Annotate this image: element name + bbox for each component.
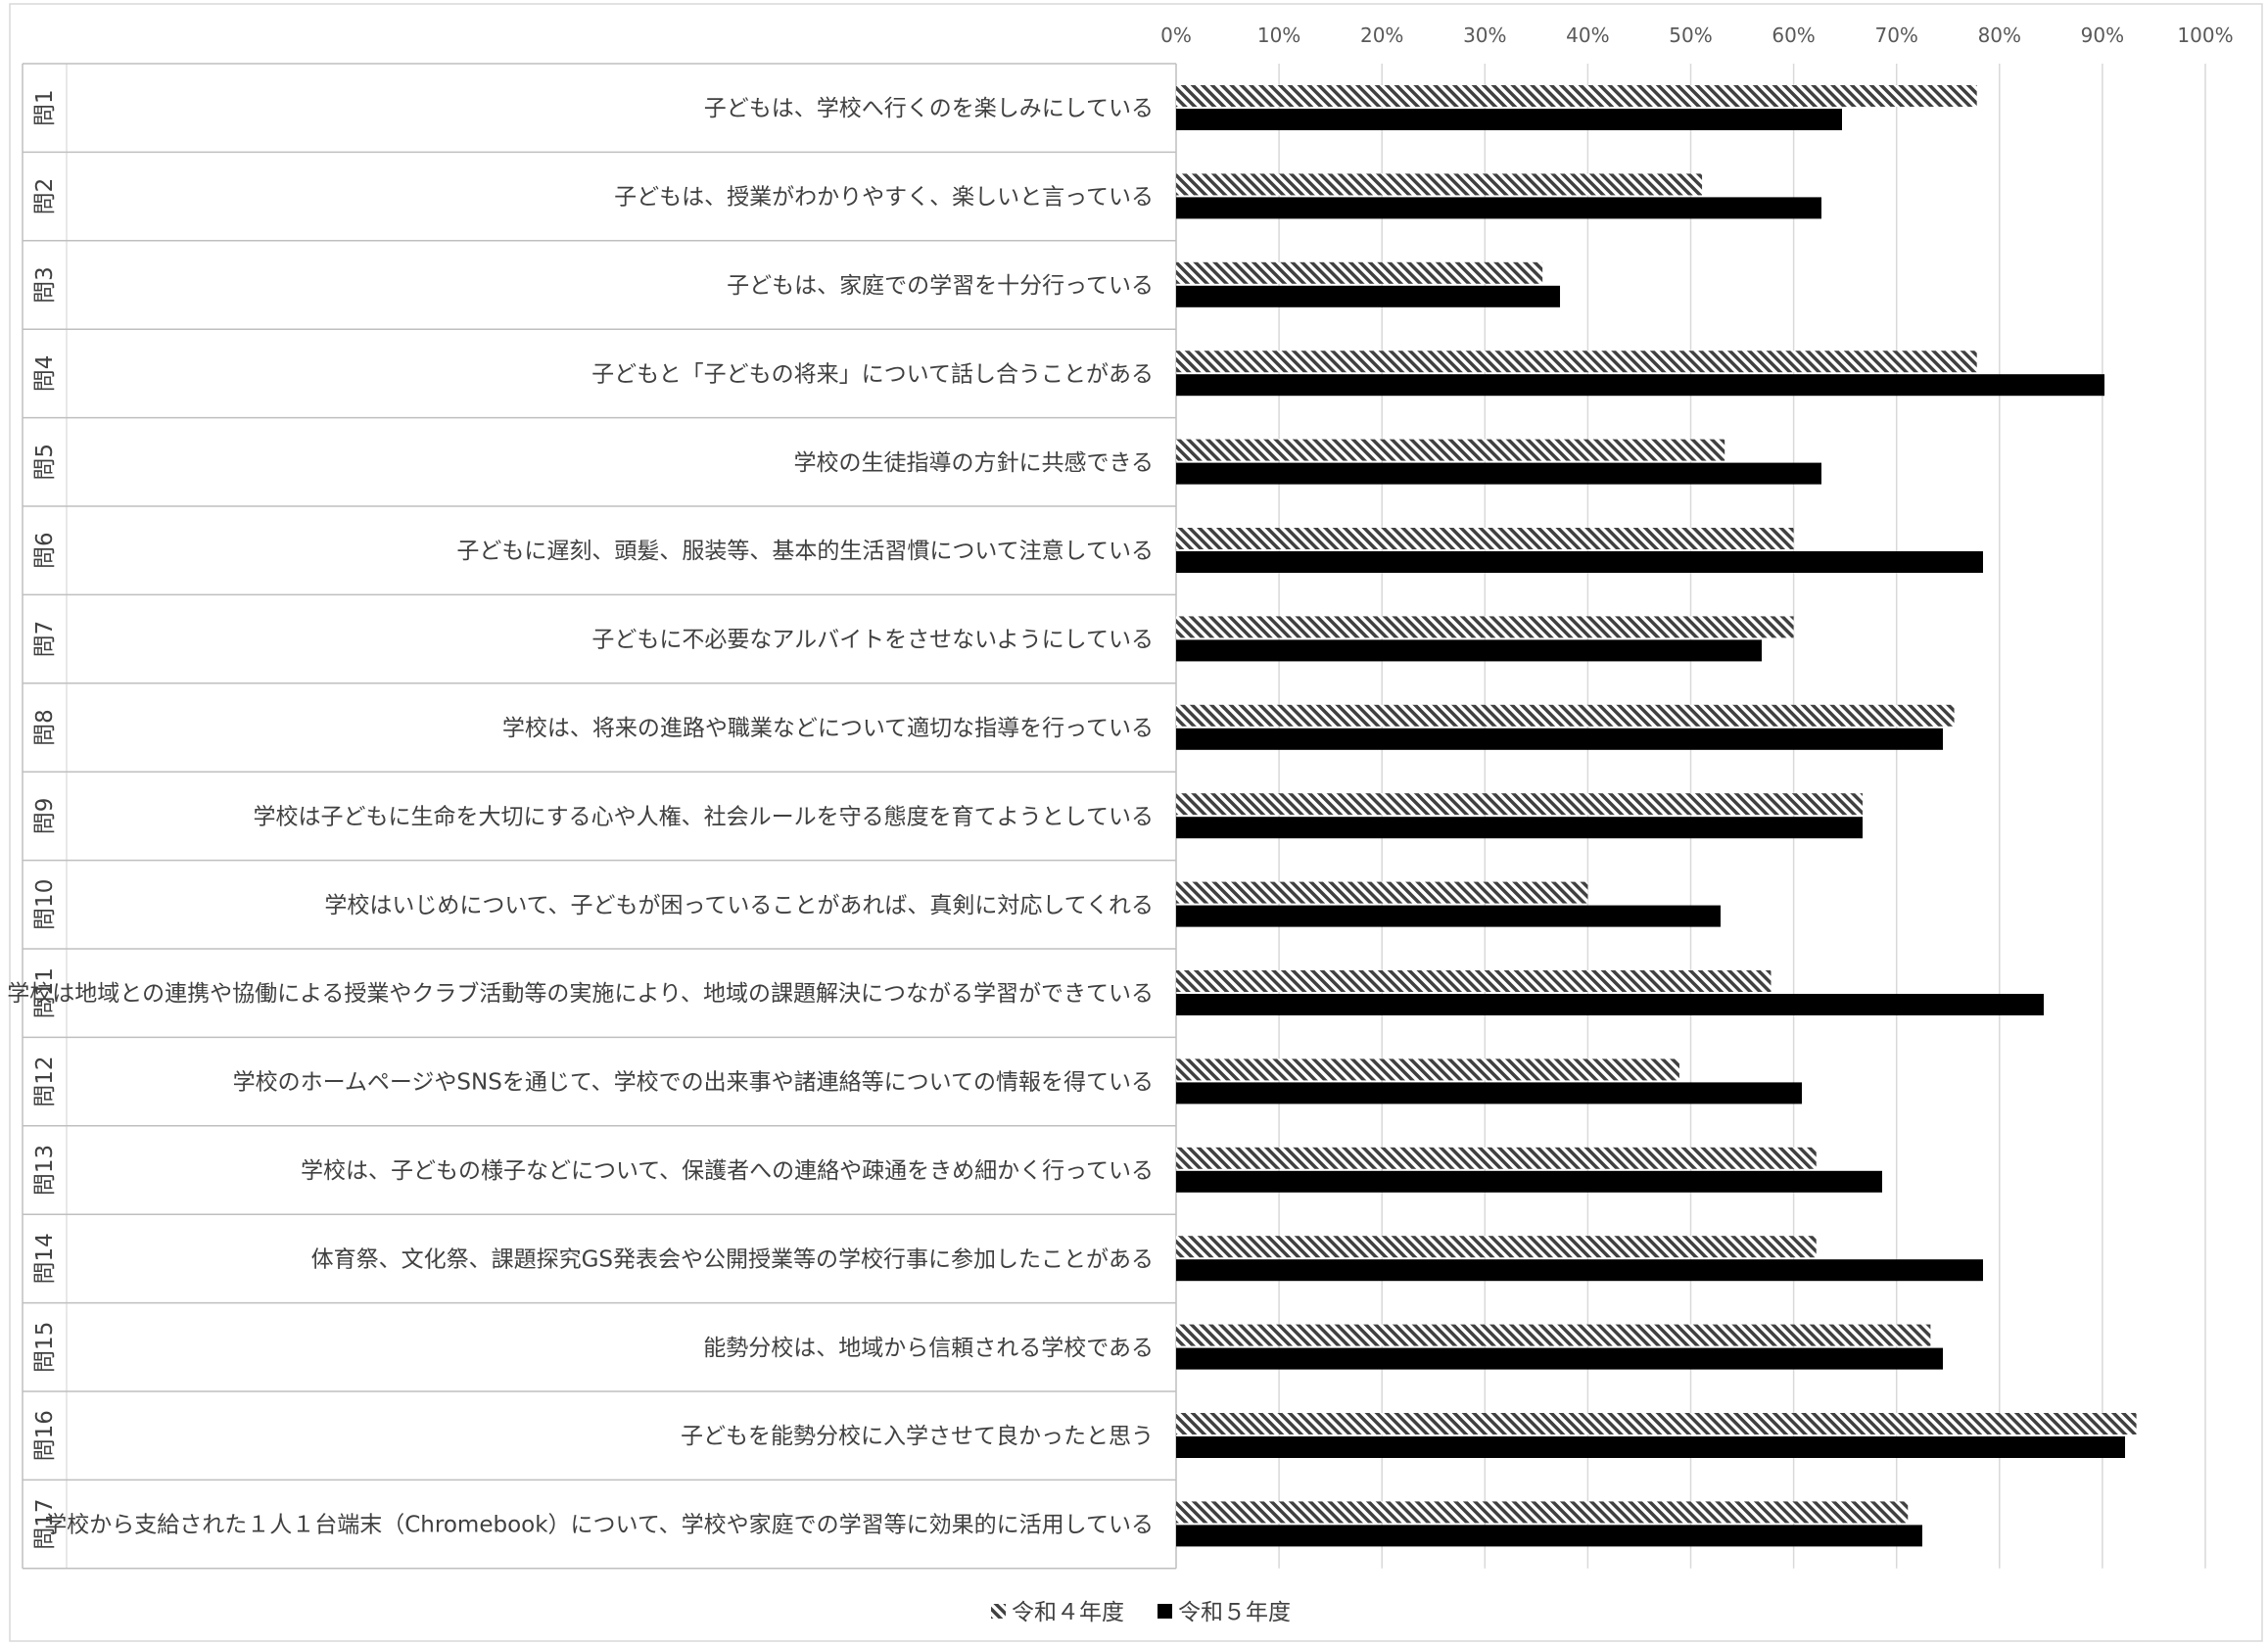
question-number-label: 問12 bbox=[32, 1056, 58, 1106]
x-tick-label: 20% bbox=[1360, 24, 1403, 47]
category-label: 学校は子どもに生命を大切にする心や人権、社会ルールを守る態度を育てようとしている bbox=[253, 804, 1154, 829]
bar-r5 bbox=[1176, 1082, 1803, 1104]
bar-r5 bbox=[1176, 285, 1561, 307]
category-label: 体育祭、文化祭、課題探究GS発表会や公開授業等の学校行事に参加したことがある bbox=[311, 1246, 1154, 1272]
category-label: 子どもは、家庭での学習を十分行っている bbox=[727, 273, 1154, 299]
question-number-label: 問4 bbox=[32, 355, 58, 393]
question-number-label: 問9 bbox=[32, 798, 58, 835]
bar-r4 bbox=[1176, 970, 1772, 992]
bar-r5 bbox=[1176, 994, 2044, 1015]
category-label: 学校は、将来の進路や職業などについて適切な指導を行っている bbox=[502, 716, 1154, 741]
category-label: 子どもは、学校へ行くのを楽しみにしている bbox=[704, 96, 1154, 121]
question-number-label: 問6 bbox=[32, 532, 58, 569]
legend-label: 令和５年度 bbox=[1178, 1600, 1291, 1625]
category-label: 子どもと「子どもの将来」について話し合うことがある bbox=[591, 361, 1154, 387]
x-tick-label: 40% bbox=[1566, 24, 1609, 47]
x-tick-label: 80% bbox=[1978, 24, 2021, 47]
bar-r5 bbox=[1176, 728, 1943, 750]
bar-r5 bbox=[1176, 1436, 2126, 1458]
question-number-label: 問13 bbox=[32, 1145, 58, 1196]
bar-r4 bbox=[1176, 1324, 1931, 1346]
category-label: 学校から支給された１人１台端末（Chromebook）について、学校や家庭での学… bbox=[44, 1513, 1154, 1538]
bar-r4 bbox=[1176, 1147, 1817, 1169]
question-number-label: 問15 bbox=[32, 1322, 58, 1373]
question-number-label: 問5 bbox=[32, 444, 58, 481]
x-tick-label: 90% bbox=[2081, 24, 2124, 47]
category-label: 能勢分校は、地域から信頼される学校である bbox=[703, 1336, 1154, 1361]
category-label: 学校は地域との連携や協働による授業やクラブ活動等の実施により、地域の課題解決につ… bbox=[7, 981, 1154, 1007]
bar-r5 bbox=[1176, 462, 1821, 485]
bar-r4 bbox=[1176, 793, 1864, 816]
category-label: 学校の生徒指導の方針に共感できる bbox=[793, 450, 1154, 476]
bar-r5 bbox=[1176, 1170, 1882, 1193]
category-label: 子どもを能勢分校に入学させて良かったと思う bbox=[681, 1424, 1154, 1449]
category-label: 学校のホームページやSNSを通じて、学校での出来事や諸連絡等についての情報を得て… bbox=[233, 1070, 1154, 1096]
bar-r4 bbox=[1176, 881, 1588, 904]
question-number-label: 問10 bbox=[32, 879, 58, 930]
bar-r5 bbox=[1176, 639, 1763, 662]
x-tick-label: 100% bbox=[2177, 24, 2233, 47]
question-number-label: 問11 bbox=[32, 967, 58, 1018]
question-number-label: 問1 bbox=[32, 89, 58, 126]
bar-r4 bbox=[1176, 1413, 2137, 1434]
legend-swatch bbox=[991, 1604, 1006, 1619]
x-tick-label: 30% bbox=[1463, 24, 1506, 47]
legend-label: 令和４年度 bbox=[1012, 1600, 1124, 1625]
question-number-label: 問14 bbox=[32, 1233, 58, 1284]
question-number-label: 問7 bbox=[32, 621, 58, 658]
x-tick-label: 10% bbox=[1257, 24, 1300, 47]
x-tick-label: 70% bbox=[1874, 24, 1917, 47]
question-number-label: 問2 bbox=[32, 178, 58, 215]
x-tick-label: 50% bbox=[1669, 24, 1712, 47]
legend: 令和４年度 令和５年度 bbox=[991, 1600, 1291, 1625]
bar-r4 bbox=[1176, 173, 1703, 196]
bar-r4 bbox=[1176, 439, 1725, 461]
category-label: 子どもに不必要なアルバイトをさせないようにしている bbox=[591, 628, 1154, 653]
x-tick-label: 60% bbox=[1772, 24, 1815, 47]
question-number-label: 問16 bbox=[32, 1410, 58, 1461]
bar-r5 bbox=[1176, 817, 1864, 839]
bar-r4 bbox=[1176, 351, 1977, 373]
bar-r4 bbox=[1176, 616, 1794, 638]
bar-r5 bbox=[1176, 197, 1821, 219]
bar-r5 bbox=[1176, 1259, 1983, 1282]
bar-r4 bbox=[1176, 1058, 1679, 1081]
bar-r4 bbox=[1176, 85, 1977, 107]
bar-r4 bbox=[1176, 1501, 1909, 1524]
bar-r5 bbox=[1176, 905, 1721, 927]
category-label: 子どもは、授業がわかりやすく、楽しいと言っている bbox=[614, 185, 1154, 211]
category-label: 子どもに遅刻、頭髪、服装等、基本的生活習慣について注意している bbox=[456, 539, 1154, 564]
bar-r5 bbox=[1176, 109, 1842, 130]
category-label: 学校はいじめについて、子どもが困っていることがあれば、真剣に対応してくれる bbox=[324, 893, 1154, 918]
category-label: 学校は、子どもの様子などについて、保護者への連絡や疎通をきめ細かく行っている bbox=[301, 1158, 1154, 1184]
question-number-label: 問3 bbox=[32, 266, 58, 304]
question-number-label: 問17 bbox=[32, 1498, 58, 1549]
legend-swatch bbox=[1158, 1604, 1172, 1619]
bar-r4 bbox=[1176, 1236, 1817, 1258]
bar-r5 bbox=[1176, 1525, 1922, 1547]
question-number-label: 問8 bbox=[32, 709, 58, 746]
x-tick-label: 0% bbox=[1160, 24, 1192, 47]
bar-r5 bbox=[1176, 551, 1983, 573]
bar-r5 bbox=[1176, 1347, 1943, 1370]
bar-r4 bbox=[1176, 704, 1955, 727]
bar-r4 bbox=[1176, 528, 1794, 549]
bar-r4 bbox=[1176, 261, 1543, 284]
bar-r5 bbox=[1176, 374, 2105, 397]
